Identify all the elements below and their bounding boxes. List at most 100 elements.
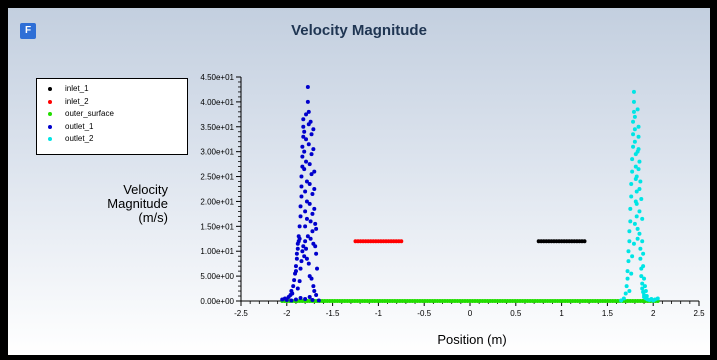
- series-outlet-2-point: [644, 294, 649, 299]
- y-tick-label: 5.00e+00: [200, 272, 234, 281]
- series-outlet-2-point: [630, 254, 635, 259]
- series-outlet-1-point: [304, 246, 309, 251]
- series-outlet-2-point: [624, 284, 629, 289]
- series-outlet-2-point: [640, 281, 645, 286]
- y-axis-label-line: Velocity: [123, 182, 168, 197]
- legend-swatch: [48, 124, 52, 129]
- x-tick-label: 0.5: [510, 309, 522, 318]
- series-outlet-2-point: [632, 114, 637, 119]
- series-outlet-1-point: [312, 289, 317, 294]
- series-outlet-2-point: [642, 276, 647, 281]
- chart-title: Velocity Magnitude: [291, 22, 427, 39]
- series-outlet-2-point: [633, 164, 638, 169]
- series-outlet-1-point: [304, 179, 309, 184]
- legend: inlet_1 inlet_2 outer_surface outlet_1 o…: [36, 78, 188, 155]
- y-tick-label: 3.50e+01: [200, 123, 234, 132]
- y-axis-label-line: (m/s): [138, 210, 168, 225]
- legend-item-outlet-1: outlet_1: [45, 122, 187, 135]
- series-outlet-2-point: [621, 296, 626, 301]
- series-inlet-2-point: [399, 239, 404, 244]
- legend-label: inlet_1: [65, 84, 89, 93]
- series-outlet-1-point: [308, 119, 313, 124]
- series-outlet-1-point: [303, 209, 308, 214]
- legend-swatch: [48, 112, 52, 116]
- series-outlet-1-point: [294, 251, 299, 256]
- series-outlet-1-point: [315, 266, 320, 271]
- series-outlet-1-point: [297, 224, 302, 229]
- series-outlet-1-point: [300, 144, 305, 149]
- series-outlet-2-point: [632, 221, 637, 226]
- series-outlet-2-point: [639, 274, 644, 279]
- series-outlet-1-point: [284, 298, 289, 303]
- x-tick-label: -0.5: [417, 309, 431, 318]
- series-outlet-1-point: [298, 296, 303, 301]
- series-outlet-2-point: [629, 271, 634, 276]
- series-inlet-1: [536, 239, 587, 244]
- series-outlet-1-point: [299, 259, 304, 264]
- series-outlet-1-point: [305, 99, 310, 104]
- series-outlet-2-point: [635, 149, 640, 154]
- series-outlet-1-point: [307, 201, 312, 206]
- series-outlet-2-point: [655, 296, 660, 301]
- series-inlet-2: [353, 239, 404, 244]
- series-outlet-2-point: [638, 246, 643, 251]
- y-tick-label: 4.00e+01: [200, 98, 234, 107]
- y-axis-label-line: Magnitude: [107, 196, 168, 211]
- series-outlet-1-point: [293, 264, 298, 269]
- series-outlet-1-point: [302, 254, 307, 259]
- series-outlet-1: [280, 84, 321, 303]
- data-marks: [280, 84, 660, 303]
- series-outlet-1-point: [304, 159, 309, 164]
- scatter-plot: 0.00e+00 5.00e+00 1.00e+01 1.50e+01 2.00e+01…: [200, 73, 705, 347]
- series-outlet-1-point: [314, 251, 319, 256]
- series-outlet-2-point: [634, 214, 639, 219]
- series-outlet-1-point: [302, 129, 307, 134]
- series-outlet-2-point: [627, 239, 632, 244]
- series-outlet-2-point: [641, 264, 646, 269]
- series-outlet-2-point: [641, 251, 646, 256]
- series-outlet-1-point: [307, 182, 312, 187]
- x-tick-label: -2: [283, 309, 291, 318]
- series-outlet-1-point: [307, 162, 312, 167]
- x-axis-label: Position (m): [437, 332, 506, 347]
- x-tick-label: -1: [375, 309, 383, 318]
- series-outlet-1-point: [312, 187, 317, 191]
- series-outlet-1-point: [309, 132, 314, 137]
- series-outlet-2-point: [630, 157, 635, 162]
- series-outlet-2: [619, 89, 660, 303]
- series-outlet-1-point: [310, 191, 315, 196]
- series-outlet-2-point: [637, 159, 642, 164]
- series-outlet-2-point: [638, 256, 643, 261]
- series-outlet-2-point: [642, 284, 647, 289]
- series-outlet-1-point: [290, 291, 295, 296]
- series-outlet-1-point: [311, 284, 316, 289]
- y-tick-label: 2.50e+01: [200, 173, 234, 182]
- fluent-logo-icon: F: [20, 23, 36, 39]
- series-outlet-2-point: [640, 239, 645, 244]
- series-outlet-2-point: [626, 249, 631, 254]
- y-tick-label: 1.50e+01: [200, 222, 234, 231]
- series-outlet-2-point: [631, 89, 636, 94]
- series-outlet-1-point: [299, 184, 304, 189]
- series-outlet-1-point: [303, 297, 308, 302]
- series-outlet-1-point: [308, 219, 313, 224]
- series-outlet-2-point: [631, 119, 636, 124]
- series-outlet-1-point: [311, 147, 316, 152]
- series-outlet-1-point: [299, 194, 304, 199]
- series-outlet-2-point: [632, 139, 637, 144]
- y-tick-label: 3.00e+01: [200, 148, 234, 157]
- series-outlet-2-point: [636, 167, 641, 172]
- series-outlet-1-point: [298, 266, 303, 271]
- legend-label: outlet_1: [65, 121, 94, 131]
- series-outlet-1-point: [311, 127, 316, 132]
- series-outlet-1-point: [304, 199, 309, 204]
- y-tick-label: 4.50e+01: [200, 73, 234, 82]
- x-tick-label: 1: [559, 309, 564, 318]
- series-outlet-1-point: [304, 112, 309, 117]
- series-outlet-1-point: [313, 244, 318, 249]
- series-outlet-1-point: [305, 84, 310, 89]
- series-outlet-1-point: [301, 134, 306, 139]
- series-outlet-2-point: [627, 289, 632, 294]
- y-tick-label: 1.00e+01: [200, 247, 234, 256]
- series-outlet-1-point: [301, 244, 306, 249]
